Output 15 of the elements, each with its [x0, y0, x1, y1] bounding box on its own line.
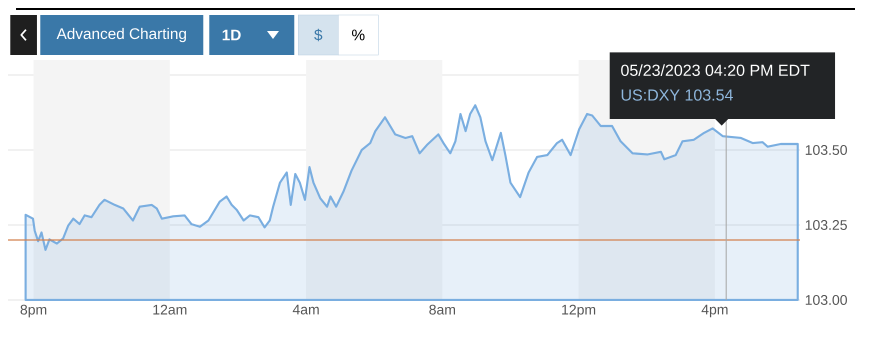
y-tick-label: 103.50	[806, 145, 847, 155]
x-tick-label: 12pm	[562, 304, 596, 318]
x-tick-label: 4am	[292, 304, 319, 314]
x-tick-label: 4pm	[702, 304, 728, 318]
y-tick-label: 103.00	[806, 295, 847, 305]
text: 1D	[222, 30, 241, 40]
x-tick-label: 8pm	[20, 304, 46, 318]
y-tick-label: 103.25	[806, 220, 847, 230]
text: Advanced Charting	[56, 28, 186, 42]
x-tick-label: 12am	[153, 304, 186, 315]
text: %	[352, 30, 365, 40]
annotation: 05/23/2023 04:20 PM EDT	[621, 64, 810, 76]
text: $	[314, 28, 322, 42]
x-tick-label: 8am	[429, 304, 456, 315]
annotation: US:DXY 103.54	[622, 89, 733, 101]
